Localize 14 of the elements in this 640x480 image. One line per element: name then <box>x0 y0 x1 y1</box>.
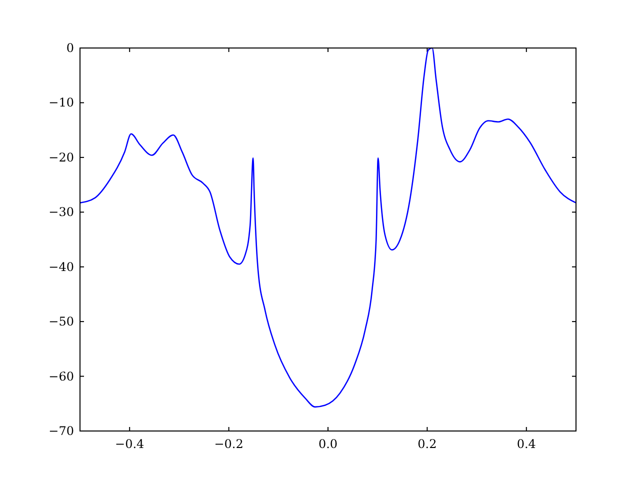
y-tick-label: −10 <box>48 96 74 110</box>
y-tick-label: 0 <box>66 41 74 55</box>
x-tick-label: 0.4 <box>516 437 536 451</box>
line-series <box>80 47 576 408</box>
x-tick-label: 0.0 <box>318 437 338 451</box>
y-tick-label: −50 <box>48 314 74 329</box>
x-tick-label: −0.2 <box>214 437 244 451</box>
x-tick-label: −0.4 <box>115 437 145 451</box>
y-tick-label: −40 <box>48 260 74 274</box>
y-tick-label: −20 <box>48 150 74 164</box>
x-tick-label: 0.2 <box>418 437 437 451</box>
y-tick-label: −70 <box>48 424 74 438</box>
y-tick-label: −30 <box>48 205 74 220</box>
y-tick-label: −60 <box>48 369 74 384</box>
